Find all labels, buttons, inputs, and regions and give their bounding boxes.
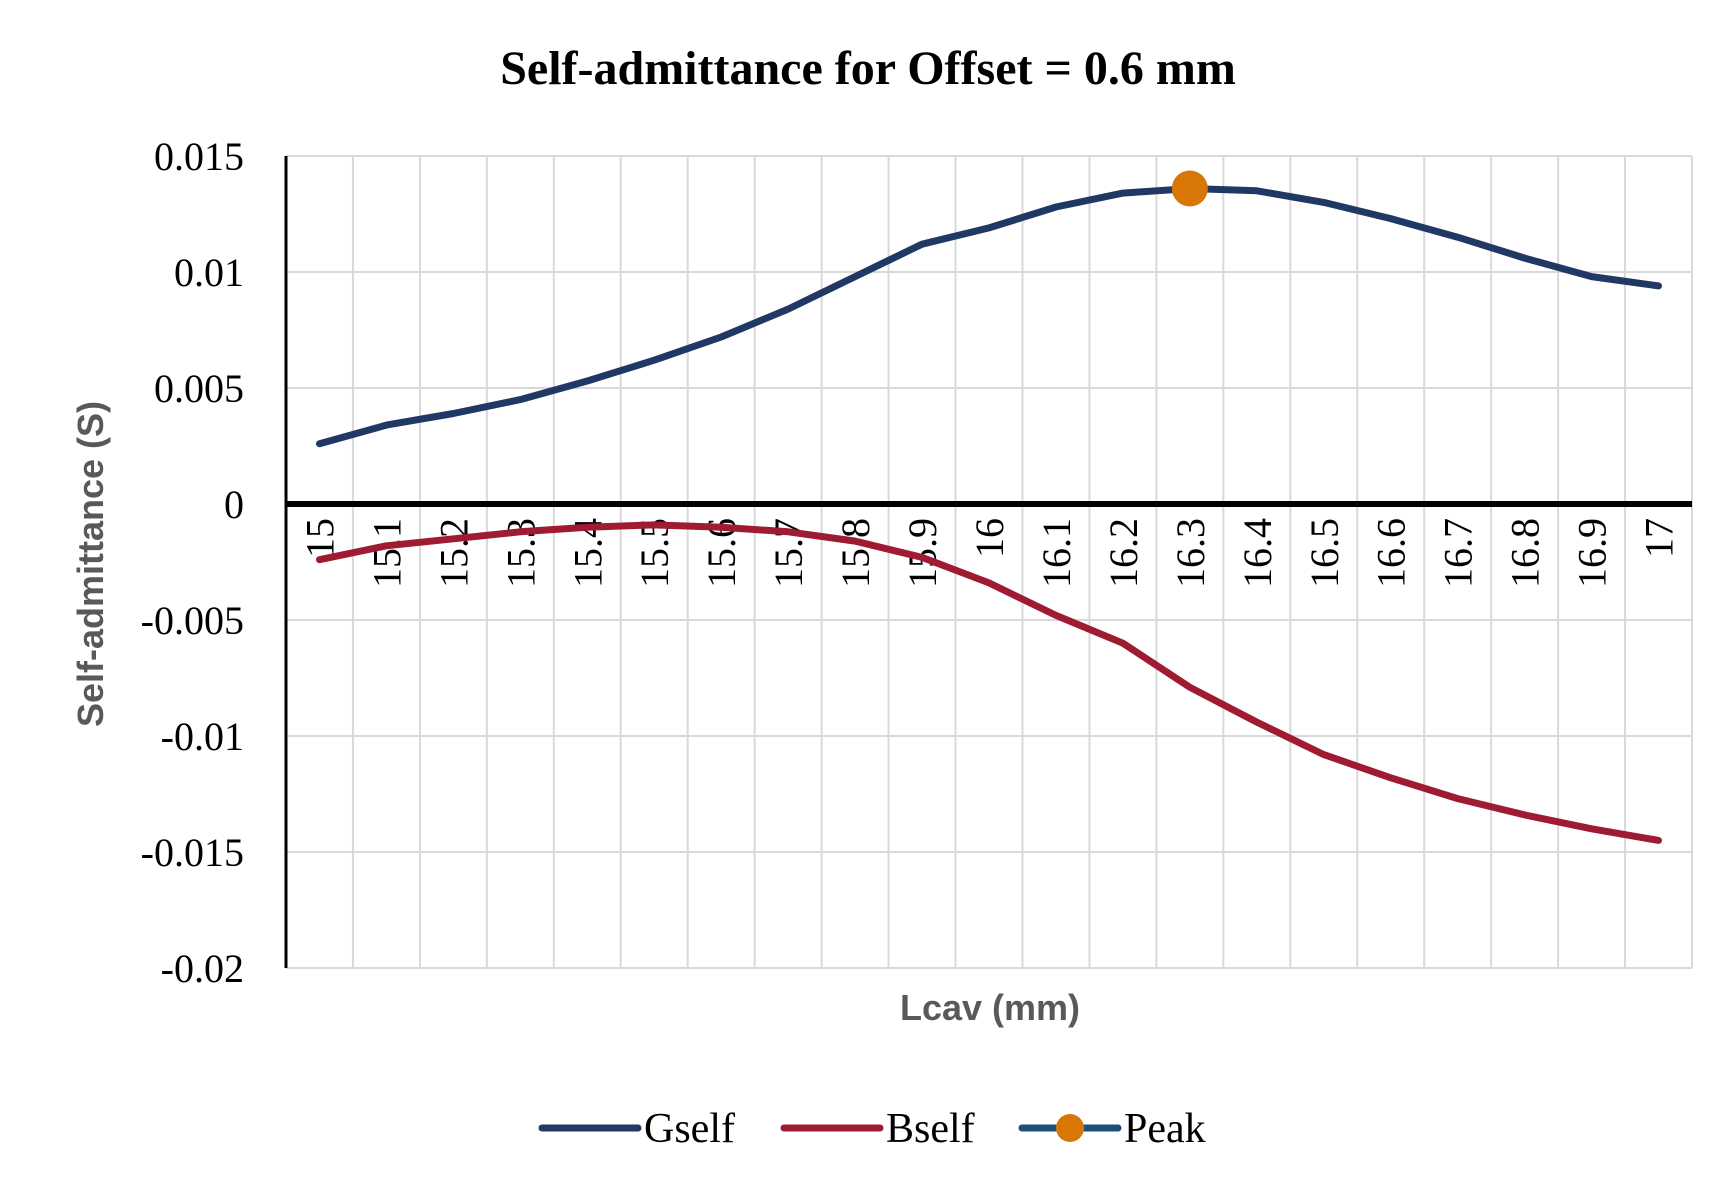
x-tick-label: 16.4 xyxy=(1235,518,1280,588)
chart-title: Self-admittance for Offset = 0.6 mm xyxy=(500,42,1236,95)
legend: Gself Bself Peak xyxy=(538,1106,1206,1152)
y-tick-label: 0.015 xyxy=(154,134,244,179)
y-tick-label: 0.005 xyxy=(154,366,244,411)
series-line-bself xyxy=(316,521,1662,844)
x-tick-label: 16.7 xyxy=(1436,518,1481,588)
x-tick-label: 16.3 xyxy=(1168,518,1213,588)
axes xyxy=(284,156,1692,968)
x-tick-label: 15.1 xyxy=(364,518,409,588)
x-tick-label: 16.1 xyxy=(1034,518,1079,588)
y-tick-label: 0 xyxy=(224,482,244,527)
legend-marker xyxy=(1056,1114,1084,1142)
x-tick-label: 16.9 xyxy=(1570,518,1615,588)
y-tick-label: -0.01 xyxy=(161,714,244,759)
y-axis-label: Self-admittance (S) xyxy=(70,401,111,727)
legend-item-gself: Gself xyxy=(538,1106,735,1152)
peak-marker xyxy=(1171,170,1208,207)
y-tick-label: 0.01 xyxy=(174,250,244,295)
legend-item-peak: Peak xyxy=(1018,1106,1206,1152)
x-tick-label: 15.5 xyxy=(632,518,677,588)
y-tick-label: -0.015 xyxy=(141,830,244,875)
grid-lines xyxy=(286,155,1693,969)
series-line-gself xyxy=(316,185,1662,448)
x-tick-label: 16 xyxy=(967,518,1012,558)
y-tick-labels: 0.015 0.01 0.005 0 -0.005 -0.01 -0.015 -0.02 xyxy=(141,134,244,991)
legend-item-bself: Bself xyxy=(780,1106,975,1152)
legend-label: Bself xyxy=(886,1106,975,1152)
x-tick-label: 15.2 xyxy=(431,518,476,588)
x-tick-label: 16.5 xyxy=(1302,518,1347,588)
x-tick-label: 16.2 xyxy=(1101,518,1146,588)
legend-label: Gself xyxy=(644,1106,735,1152)
series xyxy=(316,170,1662,844)
x-axis-label: Lcav (mm) xyxy=(900,987,1080,1028)
y-tick-label: -0.02 xyxy=(161,946,244,991)
x-tick-labels: 15 15.1 15.2 15.3 15.4 15.5 15.6 15.7 15.8 15.9 16… xyxy=(297,518,1681,588)
legend-label: Peak xyxy=(1124,1106,1206,1152)
x-tick-label: 16.6 xyxy=(1369,518,1414,588)
x-tick-label: 15 xyxy=(297,518,342,558)
x-tick-label: 15.8 xyxy=(833,518,878,588)
y-tick-label: -0.005 xyxy=(141,598,244,643)
x-tick-label: 16.8 xyxy=(1503,518,1548,588)
x-tick-label: 17 xyxy=(1637,518,1682,558)
